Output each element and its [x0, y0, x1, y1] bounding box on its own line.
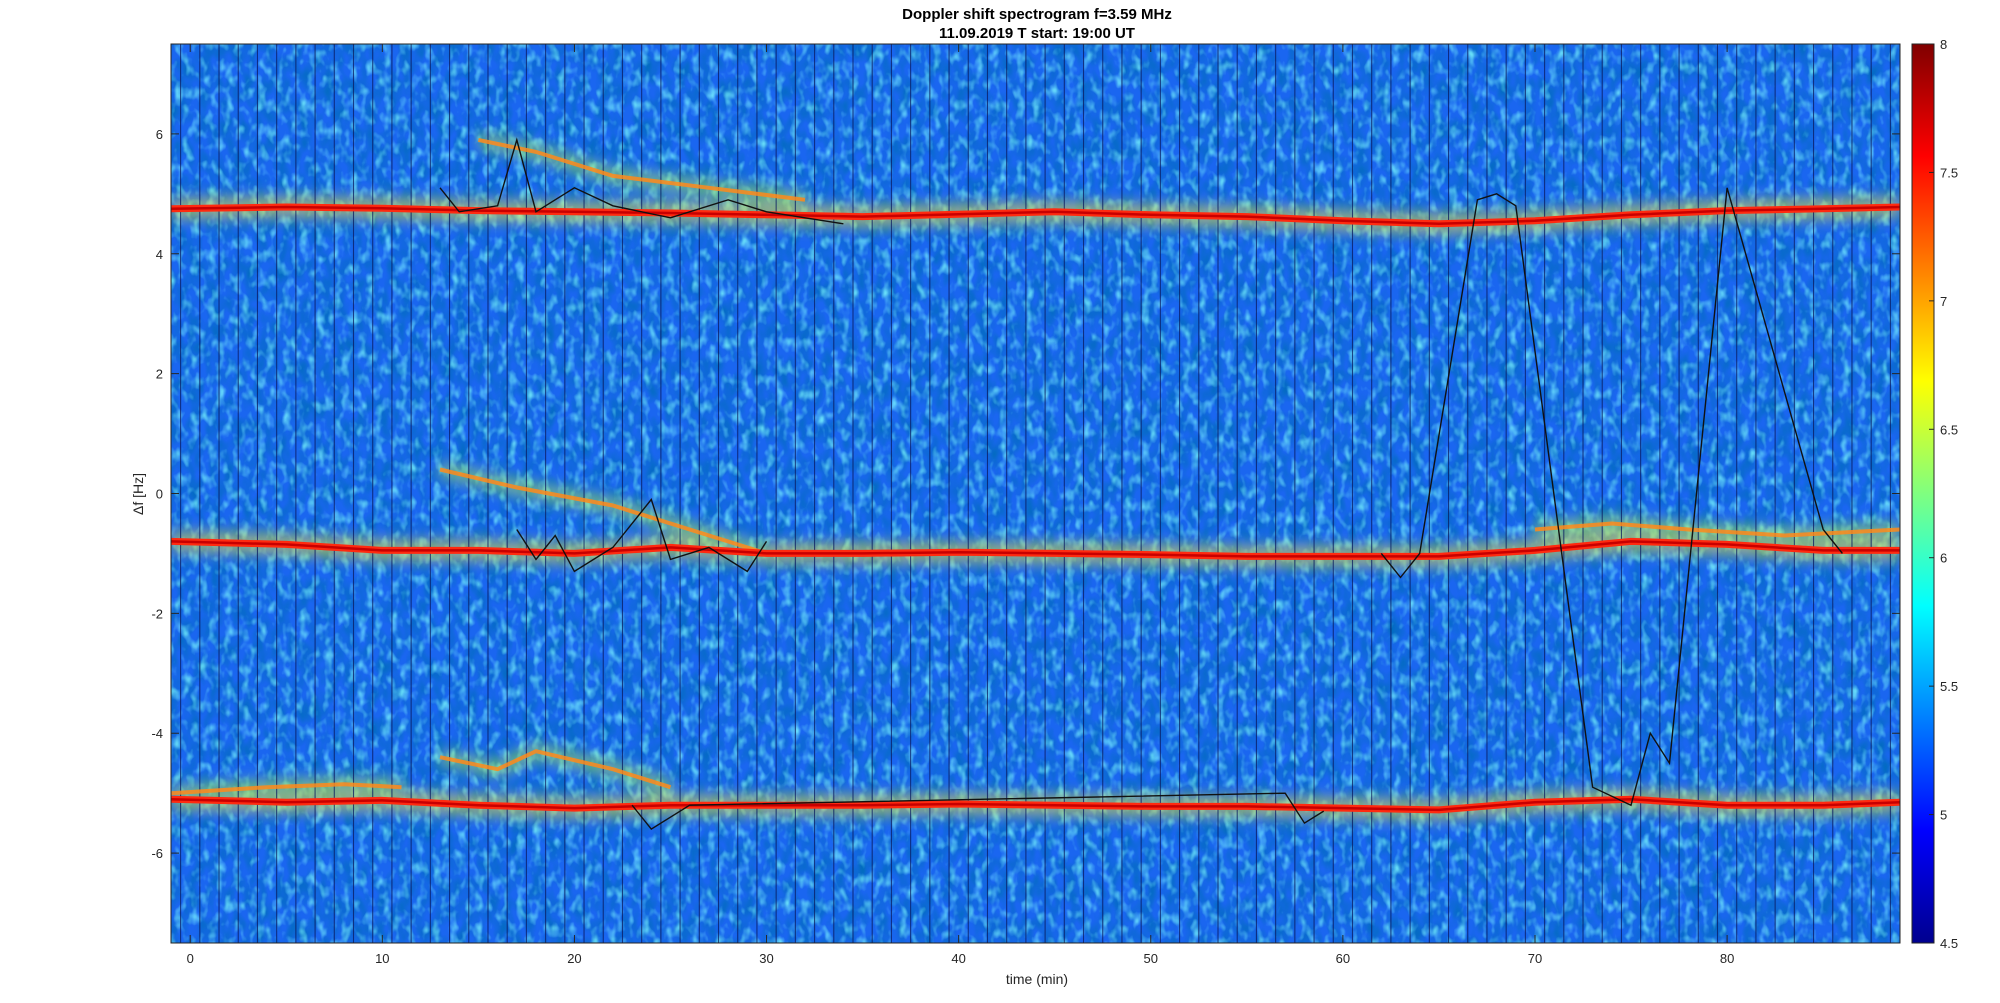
y-tick-label: 4	[156, 247, 163, 262]
colorbar-tick-label: 6.5	[1940, 422, 1958, 437]
x-axis: 0 10 20 30 40 50 60 70 80	[187, 44, 1734, 966]
time-segment-lines	[180, 44, 1891, 943]
y-tick-label: 2	[156, 367, 163, 382]
chart-subtitle: 11.09.2019 T start: 19:00 UT	[939, 25, 1135, 42]
x-tick-label: 30	[759, 951, 773, 966]
x-tick-label: 50	[1144, 951, 1158, 966]
x-tick-label: 0	[187, 951, 194, 966]
secondary-trace	[477, 137, 806, 202]
secondary-traces	[171, 137, 1900, 796]
colorbar-tick-label: 6	[1940, 551, 1947, 566]
secondary-trace	[439, 467, 768, 556]
colorbar-tick-label: 5.5	[1940, 679, 1958, 694]
black-overlay-trace	[516, 498, 768, 573]
x-tick-label: 20	[567, 951, 581, 966]
black-overlay-trace	[439, 137, 844, 225]
chart-title: Doppler shift spectrogram f=3.59 MHz	[902, 6, 1172, 23]
y-tick-label: 0	[156, 487, 163, 502]
colorbar-tick-label: 5	[1940, 808, 1947, 823]
black-overlay-trace	[631, 792, 1325, 831]
secondary-trace	[1534, 521, 1900, 538]
black-overlay-traces	[439, 137, 1843, 831]
y-axis: -6 -4 -2 0 2 4 6	[151, 127, 1900, 861]
secondary-trace	[439, 749, 672, 790]
doppler-traces	[171, 203, 1900, 814]
colorbar-tick-label: 7.5	[1940, 165, 1958, 180]
y-tick-label: -2	[151, 606, 163, 621]
y-tick-label: 6	[156, 127, 163, 142]
colorbar-tick-label: 8	[1940, 37, 1947, 52]
y-axis-label: Δf [Hz]	[130, 473, 146, 515]
doppler-trace-core	[171, 205, 1900, 226]
doppler-trace-core	[171, 540, 1900, 558]
x-tick-label: 80	[1720, 951, 1734, 966]
doppler-trace-core	[171, 797, 1900, 812]
x-tick-label: 70	[1528, 951, 1542, 966]
colorbar-tick-label: 4.5	[1940, 936, 1958, 951]
colorbar-ticks: 4.5 5 5.5 6 6.5 7 7.5 8	[1929, 37, 1958, 951]
plot-area	[171, 44, 1900, 943]
colorbar	[1911, 43, 1935, 944]
x-tick-label: 60	[1336, 951, 1350, 966]
secondary-trace	[171, 782, 402, 796]
y-tick-label: -4	[151, 726, 163, 741]
black-overlay-trace	[1380, 187, 1843, 807]
x-tick-label: 10	[375, 951, 389, 966]
y-tick-label: -6	[151, 846, 163, 861]
x-axis-label: time (min)	[1006, 971, 1068, 987]
x-tick-label: 40	[951, 951, 965, 966]
colorbar-tick-label: 7	[1940, 294, 1947, 309]
